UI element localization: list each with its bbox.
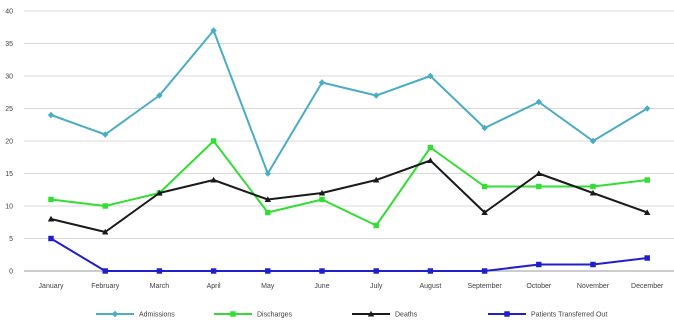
data-point [47,215,55,222]
data-point [264,170,271,177]
legend-label: Deaths [395,312,418,319]
data-point [644,105,651,112]
x-tick-label: May [261,283,275,290]
y-tick-label: 15 [5,171,13,178]
x-tick-label: June [314,283,329,290]
series-lines [47,27,651,274]
data-point [102,131,109,138]
data-point [589,137,597,145]
x-tick-label: October [526,283,552,290]
legend: Admissions Discharges Deaths Patients Trans… [96,310,607,319]
x-tick-label: February [91,283,120,290]
series-admissions [47,27,651,177]
data-point [156,189,163,196]
data-point [319,196,325,203]
data-point [264,196,271,203]
data-point [644,255,650,261]
x-tick-label: November [577,283,610,290]
legend-item: Patients Transferred Out [488,311,607,319]
y-tick-label: 40 [5,9,13,16]
data-point [210,176,217,183]
data-point [481,209,488,216]
x-tick-label: January [39,283,64,290]
data-point [156,92,163,99]
data-point [48,235,54,242]
legend-item: Admissions [96,310,175,319]
x-tick-label: December [631,283,664,290]
data-point [102,268,108,274]
y-tick-label: 35 [5,41,13,48]
series-deaths [47,157,651,235]
legend-marker [111,310,119,318]
data-point [318,79,326,86]
x-tick-label: July [370,283,383,290]
data-point [319,268,325,274]
y-tick-label: 5 [9,236,13,243]
legend-item: Deaths [352,310,418,319]
series-line [50,140,648,227]
legend-label: Admissions [139,312,175,319]
data-point [536,183,542,190]
data-point [102,203,108,209]
data-point [373,92,380,99]
data-point [373,222,379,229]
data-point [373,176,380,183]
data-point [644,209,651,216]
legend-marker [367,310,375,317]
data-point [156,268,163,274]
series-discharges [48,138,650,229]
data-point [644,177,650,183]
legend-label: Patients Transferred Out [531,312,607,319]
data-point [427,157,434,164]
data-point [427,268,434,274]
x-axis: January February March April May June July Augu… [39,283,664,290]
data-point [48,196,54,203]
data-point [589,189,597,196]
data-point [373,268,379,274]
data-point [536,261,542,268]
data-point [265,268,271,274]
data-point [535,98,542,106]
legend-label: Discharges [257,312,293,319]
y-axis: 0 5 10 15 20 25 30 35 40 [5,9,13,276]
y-tick-label: 10 [5,204,13,211]
x-tick-label: August [420,283,442,290]
gridlines [24,10,674,272]
data-point [481,124,488,132]
data-point [210,268,217,274]
data-point [535,170,542,177]
y-tick-label: 25 [5,106,13,113]
data-point [210,27,217,34]
y-tick-label: 30 [5,74,13,81]
series-line [50,237,648,272]
data-point [590,183,596,190]
data-point [47,111,55,119]
data-point [481,183,488,190]
series-line [50,159,648,233]
series-line [50,29,648,175]
x-tick-label: April [207,283,221,290]
data-point [102,228,109,235]
y-tick-label: 20 [5,139,13,146]
y-tick-label: 0 [9,269,13,276]
data-point [210,138,217,144]
data-point [481,268,488,274]
data-point [427,72,434,80]
series-patients-transferred-out [48,235,650,274]
legend-marker [504,311,510,317]
x-tick-label: March [150,283,170,290]
data-point [427,144,434,151]
legend-marker [230,311,236,317]
data-point [590,261,596,268]
legend-item: Discharges [214,311,293,319]
data-point [265,209,271,216]
x-tick-label: September [467,283,502,290]
data-point [318,189,326,196]
